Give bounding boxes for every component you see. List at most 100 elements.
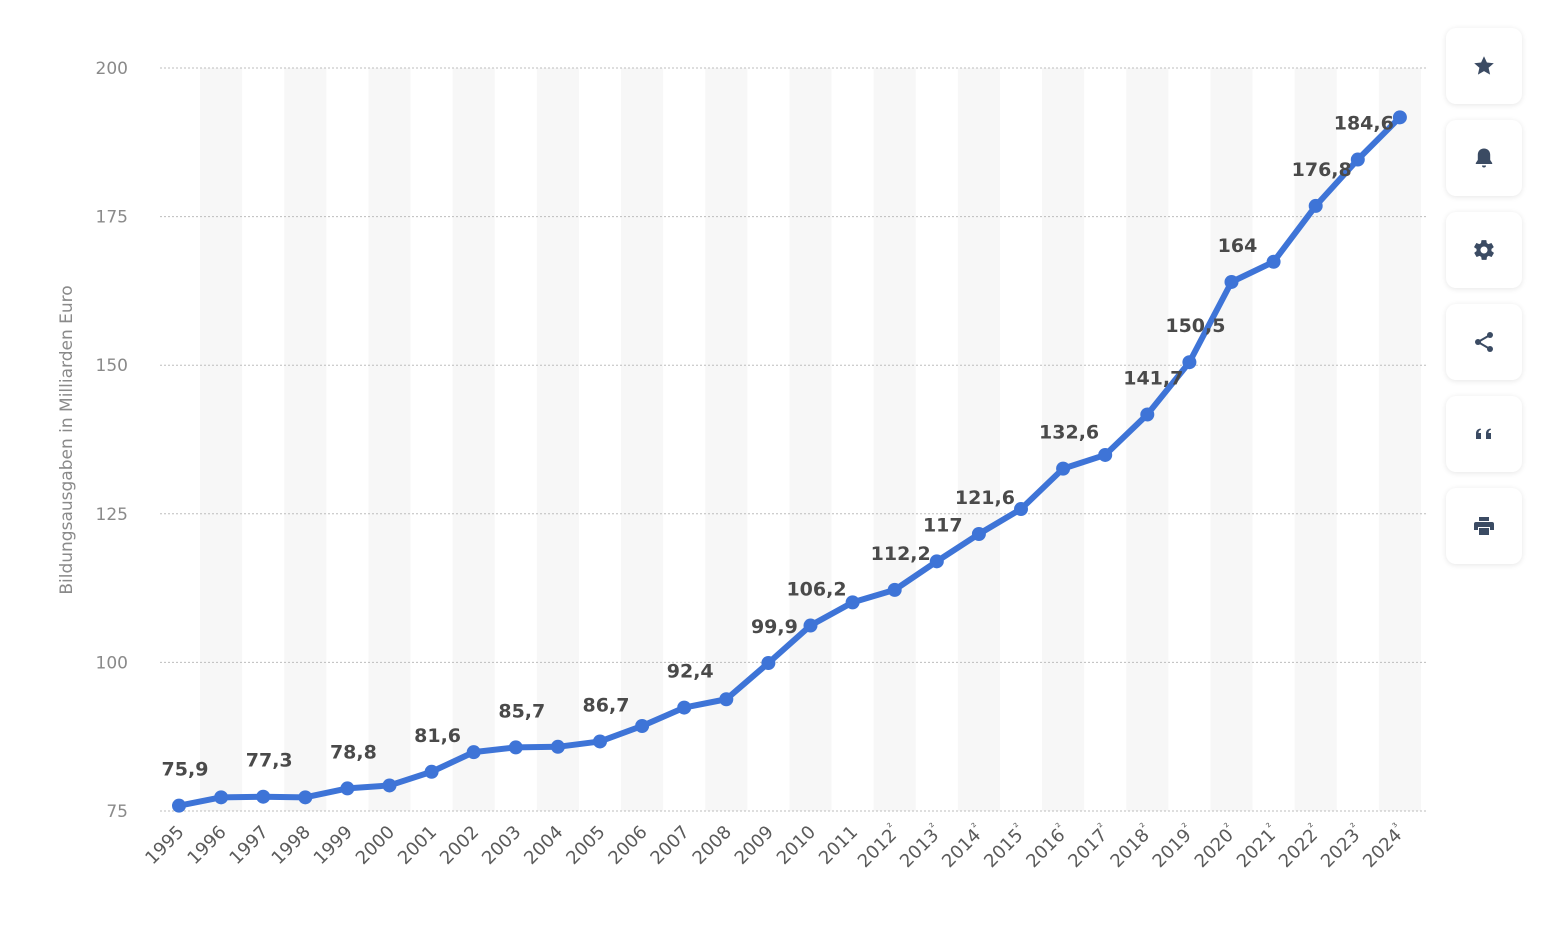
data-point[interactable] [845,595,860,610]
data-point[interactable] [719,692,734,707]
x-tick-label: 1995 [141,822,188,869]
print-button[interactable] [1446,488,1522,564]
x-tick-label: 1999 [310,822,357,869]
gear-icon [1474,240,1494,260]
y-tick-label: 175 [96,208,128,228]
x-tick-label: 2007 [646,822,693,869]
share-button[interactable] [1446,304,1522,380]
x-tick-label: 2024³ [1358,820,1410,872]
data-label: 99,9 [751,616,798,638]
data-point[interactable] [887,582,902,597]
data-label: 121,6 [955,487,1015,509]
y-axis-label: Bildungsausgaben in Milliarden Euro [57,285,77,594]
y-tick-label: 150 [96,356,128,376]
data-label: 132,6 [1039,422,1099,444]
column-band [284,68,327,811]
data-point[interactable] [508,740,523,755]
bell-icon [1475,148,1493,168]
data-label: 164 [1218,235,1258,257]
data-point[interactable] [677,700,692,715]
x-tick-label: 2001 [394,822,441,869]
y-tick-label: 75 [106,802,128,822]
data-label: 150,5 [1165,315,1225,337]
data-label: 176,8 [1292,159,1352,181]
x-tick-label: 2006 [604,822,651,869]
column-band [368,68,411,811]
x-tick-label: 2015² [979,820,1031,872]
x-tick-label: 1998 [268,822,315,869]
x-tick-label: 1996 [183,822,230,869]
x-tick-label: 2019² [1147,820,1199,872]
data-point[interactable] [1308,198,1323,213]
data-label: 112,2 [871,543,931,565]
data-point[interactable] [550,739,565,754]
column-band [1126,68,1169,811]
x-tick-label: 2021² [1231,820,1283,872]
data-label: 77,3 [246,750,293,772]
star-icon [1474,56,1494,75]
data-point[interactable] [1266,254,1281,269]
data-point[interactable] [1182,355,1197,370]
x-tick-label: 2008 [689,822,736,869]
x-tick-label: 2003 [478,822,525,869]
column-band [536,68,579,811]
x-tick-label: 2009 [731,822,778,869]
column-band [200,68,243,811]
data-point[interactable] [1350,152,1365,167]
data-point[interactable] [424,764,439,779]
data-point[interactable] [172,798,186,813]
x-tick-label: 2005 [562,822,609,869]
x-tick-label: 2018² [1105,820,1157,872]
column-band [1042,68,1085,811]
data-point[interactable] [593,734,607,749]
data-label: 78,8 [330,741,377,763]
y-tick-label: 125 [96,505,128,525]
data-label: 75,9 [162,759,209,781]
data-point[interactable] [382,778,397,793]
series-line [176,114,1403,809]
x-tick-label: 2023² [1316,820,1368,872]
share-icon [1475,332,1493,352]
x-tick-label: 2013² [895,820,947,872]
notification-button[interactable] [1446,120,1522,196]
data-point[interactable] [1140,407,1155,422]
settings-button[interactable] [1446,212,1522,288]
data-label: 85,7 [498,700,545,722]
column-band [789,68,832,811]
x-tick-label: 2000 [352,822,399,869]
data-point[interactable] [803,618,818,633]
data-label: 86,7 [583,694,630,716]
data-point[interactable] [635,719,650,734]
x-tick-label: 2014² [937,820,989,872]
column-band [621,68,664,811]
column-band [452,68,495,811]
data-point[interactable] [761,655,776,670]
x-tick-label: 2022² [1273,820,1325,872]
toolbar [1446,28,1524,580]
data-label: 81,6 [414,725,461,747]
x-tick-label: 2011 [815,822,862,869]
column-band [873,68,916,811]
x-tick-label: 2017² [1063,820,1115,872]
y-tick-label: 100 [96,653,128,673]
data-point[interactable] [1224,274,1239,289]
data-point[interactable] [466,745,481,760]
data-point[interactable] [1056,461,1071,476]
data-point[interactable] [256,789,271,804]
data-point[interactable] [1014,502,1028,517]
data-point[interactable] [298,790,313,805]
data-point[interactable] [1392,110,1407,125]
data-point[interactable] [929,554,944,569]
column-band [957,68,1000,811]
data-point[interactable] [340,781,355,796]
cite-button[interactable] [1446,396,1522,472]
data-label: 106,2 [786,579,846,601]
x-tick-label: 2016² [1021,820,1073,872]
print-icon [1474,517,1494,535]
favorite-button[interactable] [1446,28,1522,104]
column-band [1378,68,1421,811]
x-tick-label: 2004 [520,822,567,869]
data-point[interactable] [1098,447,1113,462]
data-point[interactable] [214,790,229,805]
data-point[interactable] [971,527,986,542]
